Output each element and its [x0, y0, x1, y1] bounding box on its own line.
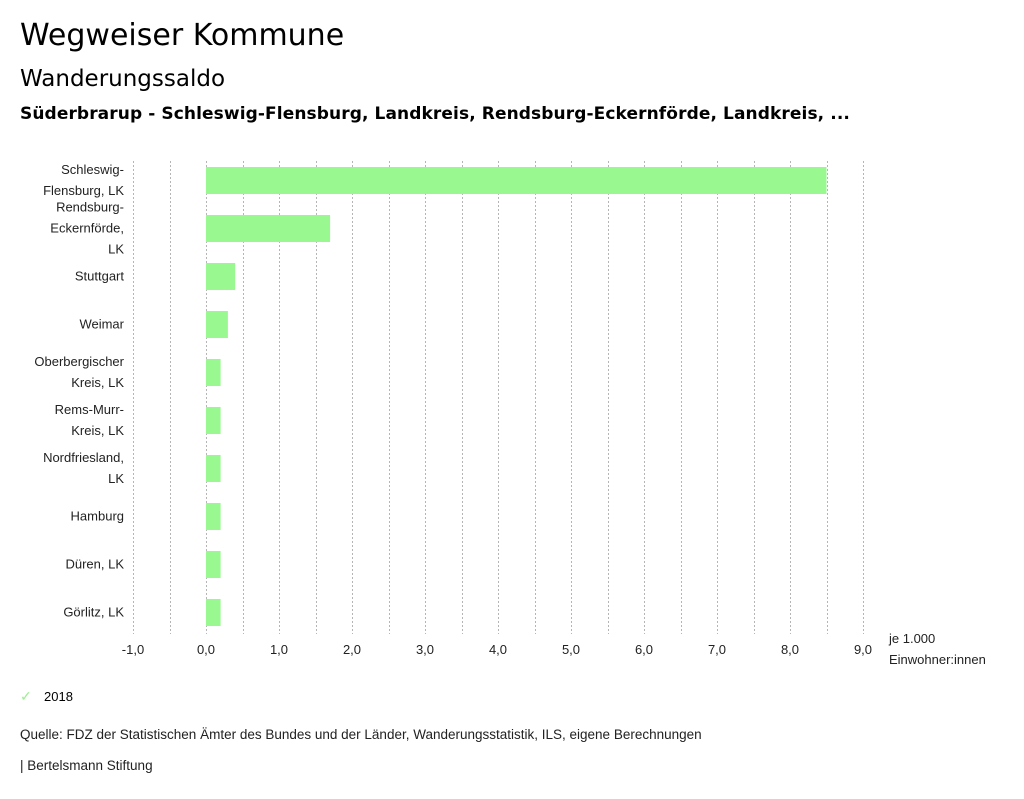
chart-subtitle: Wanderungssaldo	[20, 66, 226, 92]
x-tick-label: 8,0	[781, 642, 799, 657]
x-tick-label: 6,0	[635, 642, 653, 657]
x-tick-labels: -1,0 0,0 1,0 2,0 3,0 4,0 5,0 6,0 7,0 8,0 9,0	[122, 642, 872, 657]
x-tick-label: 4,0	[489, 642, 507, 657]
category-label: Düren, LK	[65, 557, 124, 572]
check-icon[interactable]: ✓	[20, 688, 32, 704]
x-axis-unit-label: je 1.000 Einwohner:innen	[888, 631, 986, 667]
bars	[206, 167, 827, 626]
category-labels: Schleswig- Flensburg, LK Rendsburg- Eckernf…	[34, 162, 124, 620]
bar[interactable]	[206, 407, 221, 434]
bar[interactable]	[206, 215, 331, 242]
source-note: Quelle: FDZ der Statistischen Ämter des …	[20, 727, 702, 742]
bar-chart: Schleswig- Flensburg, LK Rendsburg- Eckernf…	[34, 161, 986, 667]
x-axis-unit-line: je 1.000	[888, 631, 935, 646]
category-label: LK	[108, 242, 124, 257]
bar[interactable]	[206, 455, 221, 482]
category-label: LK	[108, 471, 124, 486]
bar[interactable]	[206, 503, 221, 530]
x-tick-label: 1,0	[270, 642, 288, 657]
region-label: Süderbrarup - Schleswig-Flensburg, Landk…	[20, 104, 850, 124]
category-label: Oberbergischer	[34, 354, 124, 369]
x-tick-label: 9,0	[854, 642, 872, 657]
category-label: Nordfriesland,	[43, 450, 124, 465]
x-axis-unit-line: Einwohner:innen	[889, 652, 986, 667]
legend[interactable]: ✓ 2018	[20, 688, 73, 705]
category-label: Eckernförde,	[50, 221, 124, 236]
category-label: Schleswig-	[61, 162, 124, 177]
bar[interactable]	[206, 599, 221, 626]
bar[interactable]	[206, 311, 228, 338]
legend-label-2018: 2018	[44, 689, 73, 704]
category-label: Görlitz, LK	[63, 605, 124, 620]
category-label: Flensburg, LK	[43, 183, 124, 198]
category-label: Stuttgart	[75, 269, 125, 284]
bar[interactable]	[206, 359, 221, 386]
category-label: Kreis, LK	[71, 375, 124, 390]
bar[interactable]	[206, 263, 236, 290]
x-tick-label: 7,0	[708, 642, 726, 657]
category-label: Rems-Murr-	[55, 402, 124, 417]
bar[interactable]	[206, 167, 827, 194]
category-label: Kreis, LK	[71, 423, 124, 438]
x-tick-label: 2,0	[343, 642, 361, 657]
category-label: Weimar	[79, 317, 124, 332]
category-label: Hamburg	[71, 509, 124, 524]
x-tick-label: 3,0	[416, 642, 434, 657]
bar[interactable]	[206, 551, 221, 578]
page-title: Wegweiser Kommune	[20, 18, 345, 53]
x-tick-label: 5,0	[562, 642, 580, 657]
x-tick-label: 0,0	[197, 642, 215, 657]
x-tick-label: -1,0	[122, 642, 144, 657]
grid-lines	[133, 161, 864, 634]
brand-credit: | Bertelsmann Stiftung	[20, 758, 153, 773]
category-label: Rendsburg-	[56, 200, 124, 215]
